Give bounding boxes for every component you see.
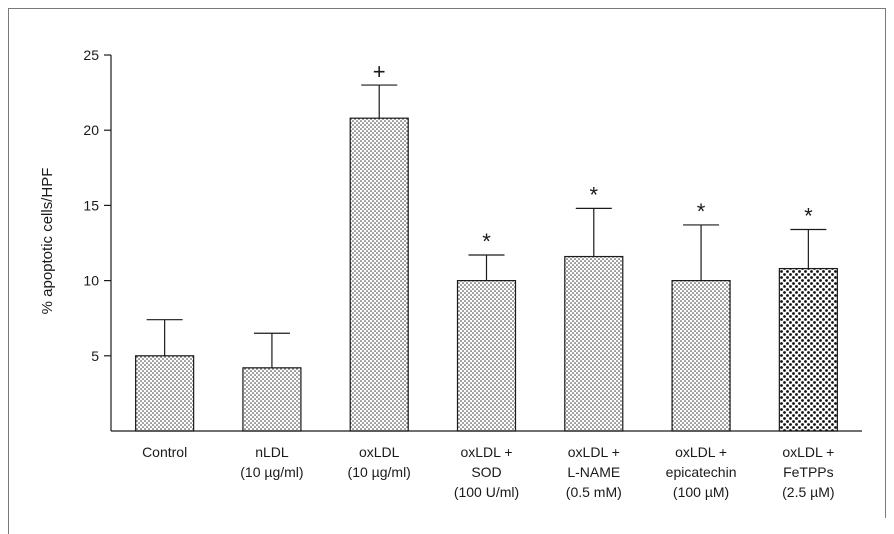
- bar-2: [349, 117, 409, 432]
- annotation-2: +: [373, 59, 386, 84]
- annotation-6: *: [804, 203, 813, 228]
- y-tick-label-4: 25: [83, 47, 99, 63]
- y-axis-label: % apoptotic cells/HPF: [39, 168, 56, 315]
- x-category-label-1-0: nLDL: [255, 444, 289, 460]
- frame-right-border: [885, 8, 886, 518]
- y-tick-label-3: 20: [83, 122, 99, 138]
- x-category-label-4-2: (0.5 mM): [566, 484, 622, 500]
- x-category-label-5-2: (100 µM): [673, 484, 729, 500]
- x-category-label-3-1: SOD: [471, 464, 501, 480]
- bar-4: [564, 255, 624, 432]
- x-axis: Control nLDL (10 µg/ml) oxLDL (10 µg/ml) oxLD…: [111, 430, 862, 500]
- bar-3: [456, 280, 517, 432]
- x-category-label-5-1: epicatechin: [666, 464, 737, 480]
- x-category-label-3-2: (100 U/ml): [454, 484, 519, 500]
- y-tick-label-0: 5: [91, 348, 99, 364]
- x-category-label-1-1: (10 µg/ml): [240, 464, 303, 480]
- annotation-3: *: [482, 229, 491, 254]
- frame-left-border: [8, 8, 9, 534]
- y-axis: 5 10 15 20 25: [83, 47, 112, 431]
- y-tick-label-2: 15: [83, 197, 99, 213]
- x-category-label-6-1: FeTPPs: [783, 464, 834, 480]
- bars: + * * * *: [135, 59, 838, 432]
- x-category-label-2-1: (10 µg/ml): [348, 464, 411, 480]
- x-category-label-3-0: oxLDL +: [460, 444, 512, 460]
- bar-1: [242, 367, 302, 432]
- y-tick-label-1: 10: [83, 273, 99, 289]
- x-category-label-6-0: oxLDL +: [782, 444, 834, 460]
- x-category-label-6-2: (2.5 µM): [782, 484, 834, 500]
- x-category-label-0-0: Control: [142, 444, 187, 460]
- bar-0: [135, 355, 195, 432]
- x-category-label-4-1: L-NAME: [567, 464, 620, 480]
- bar-5: [671, 280, 731, 432]
- x-category-label-5-0: oxLDL +: [675, 444, 727, 460]
- x-category-label-4-0: oxLDL +: [568, 444, 620, 460]
- bar-6: [778, 267, 838, 432]
- annotation-5: *: [697, 199, 706, 224]
- frame-top-border: [8, 8, 886, 9]
- annotation-4: *: [590, 182, 599, 207]
- x-category-label-2-0: oxLDL: [359, 444, 400, 460]
